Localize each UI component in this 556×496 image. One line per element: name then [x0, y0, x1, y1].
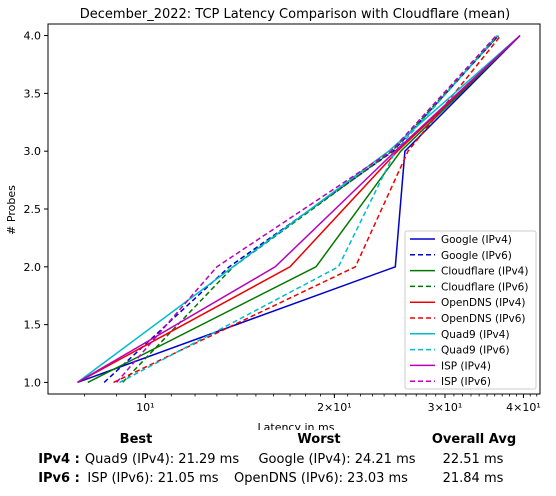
legend-label: Google (IPv6) — [441, 250, 512, 262]
y-axis: 1.0 1.5 2.0 2.5 3.0 3.5 4.0 — [24, 30, 48, 389]
y-tick-label: 4.0 — [24, 30, 42, 43]
best-ipv6: ISP (IPv6): 21.05 ms — [87, 471, 219, 486]
x-axis-label: Latency in ms — [258, 421, 335, 430]
x-tick-label: 4×10¹ — [506, 401, 541, 414]
legend: Google (IPv4) Google (IPv6) Cloudflare (IP… — [404, 230, 537, 390]
legend-label: OpenDNS (IPv6) — [441, 313, 526, 325]
header-best: Best — [119, 432, 153, 447]
y-tick-label: 2.0 — [24, 261, 42, 274]
legend-label: Quad9 (IPv4) — [441, 329, 510, 341]
chart-title: December_2022: TCP Latency Comparison wi… — [80, 7, 510, 22]
row-label-ipv4: IPv4 : — [38, 452, 80, 467]
y-tick-label: 2.5 — [24, 203, 42, 216]
latency-chart: December_2022: TCP Latency Comparison wi… — [5, 7, 541, 430]
series-layer — [77, 35, 521, 384]
worst-ipv4: Google (IPv4): 24.21 ms — [258, 452, 416, 467]
legend-label: Google (IPv4) — [441, 234, 512, 246]
series-line-opendns-ipv6 — [113, 35, 502, 384]
worst-ipv6: OpenDNS (IPv6): 23.03 ms — [234, 471, 408, 486]
series-line-isp-ipv4 — [77, 35, 521, 384]
overall-ipv4: 22.51 ms — [442, 452, 504, 467]
legend-box — [404, 230, 537, 390]
y-tick-label: 3.5 — [24, 87, 42, 100]
legend-label: ISP (IPv6) — [441, 376, 491, 388]
best-ipv4: Quad9 (IPv4): 21.29 ms — [84, 452, 240, 467]
legend-label: Cloudflare (IPv4) — [441, 266, 528, 278]
x-tick-label: 3×10¹ — [428, 401, 463, 414]
series-line-quad9-ipv4 — [77, 35, 521, 384]
legend-label: Quad9 (IPv6) — [441, 345, 510, 357]
series-line-cloudflare-ipv4 — [87, 35, 521, 384]
y-tick-label: 1.5 — [24, 319, 42, 332]
series-line-quad9-ipv6 — [119, 35, 498, 384]
header-overall: Overall Avg — [431, 432, 517, 447]
legend-label: OpenDNS (IPv4) — [441, 297, 526, 309]
header-worst: Worst — [297, 432, 341, 447]
legend-label: ISP (IPv4) — [441, 360, 491, 372]
series-line-isp-ipv6 — [116, 35, 497, 383]
x-tick-label: 2×10¹ — [317, 401, 352, 414]
row-label-ipv6: IPv6 : — [38, 471, 80, 486]
series-line-google-ipv4 — [77, 35, 521, 384]
x-tick-label: 10¹ — [136, 401, 154, 414]
y-tick-label: 1.0 — [24, 376, 42, 389]
overall-ipv6: 21.84 ms — [442, 471, 504, 486]
y-axis-label: # Probes — [5, 185, 18, 235]
x-axis: 10¹ 2×10¹ 3×10¹ 4×10¹ — [84, 394, 541, 414]
summary-table: Best Worst Overall Avg IPv4 : Quad9 (IPv… — [0, 428, 556, 496]
y-tick-label: 3.0 — [24, 145, 42, 158]
legend-label: Cloudflare (IPv6) — [441, 281, 528, 293]
